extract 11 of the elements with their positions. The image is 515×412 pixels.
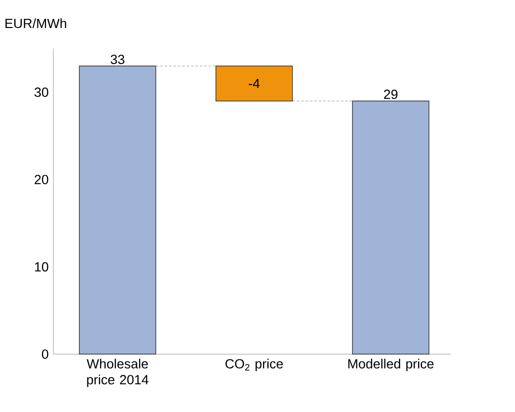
- y-tick-label: 20: [34, 175, 48, 184]
- data-label: 33: [110, 54, 124, 64]
- data-label: -4: [248, 79, 260, 88]
- x-tick-label: Wholesale price 2014: [86, 358, 148, 388]
- y-tick-label: 10: [35, 262, 48, 272]
- x-tick-label: CO$_{2}$ price: [226, 358, 283, 372]
- x-tick-label: Modelled price: [348, 358, 434, 372]
- y-axis-title: EUR/MWh: [6, 18, 66, 28]
- data-label: 29: [384, 90, 398, 100]
- y-tick-label: 0: [42, 350, 48, 360]
- y-tick-label: 30: [34, 88, 48, 98]
